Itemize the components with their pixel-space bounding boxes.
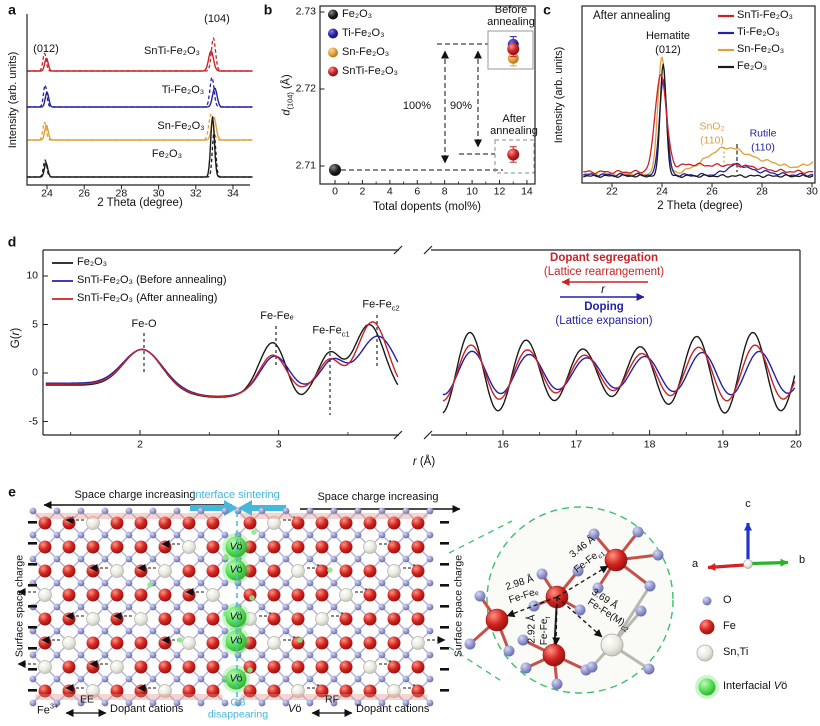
oxygen-vacancy-site: [225, 536, 247, 558]
dopant-atom: [267, 636, 281, 650]
surface-charge-minus: [440, 647, 449, 650]
dopant-atom: [363, 540, 377, 554]
surface-charge-minus: [28, 689, 37, 692]
bond-distance-arrow: [556, 596, 603, 638]
panel-e-schematic: [17, 500, 789, 717]
surface-charge-minus: [28, 563, 37, 566]
panel-b-dspacing-chart: [319, 5, 536, 185]
surface-charge-minus: [28, 584, 37, 587]
surface-charge-minus: [28, 647, 37, 650]
surface-charge-minus: [440, 584, 449, 587]
dopant-atom: [291, 564, 305, 578]
surface-charge-minus: [28, 626, 37, 629]
dopant-atom: [86, 516, 100, 530]
dopant-atom: [110, 564, 124, 578]
oxygen-vacancy-site: [225, 668, 247, 690]
dopant-atom: [158, 684, 172, 698]
oxygen-vacancy-site: [225, 630, 247, 652]
b-point-4: [507, 148, 520, 161]
surface-charge-minus: [440, 563, 449, 566]
surface-charge-minus: [28, 521, 37, 524]
lattice-left-grain: [17, 507, 229, 707]
dopant-atom: [86, 684, 100, 698]
b-point-3: [507, 42, 520, 55]
dopant-atom: [38, 660, 52, 674]
bond-distance-arrow: [552, 596, 561, 646]
dopant-atom: [38, 588, 52, 602]
dopant-atom: [134, 612, 148, 626]
oxygen-vacancy-site: [225, 559, 247, 581]
dopant-atom: [339, 588, 353, 602]
panel-a-xrd-chart: [26, 14, 253, 190]
dopant-atom: [110, 660, 124, 674]
dopant-atom: [62, 636, 76, 650]
dopant-atom: [315, 612, 329, 626]
dopant-atom: [182, 540, 196, 554]
surface-charge-minus: [28, 668, 37, 671]
bond-distance-arrow: [556, 565, 609, 598]
dopant-atom: [158, 564, 172, 578]
b-point-2: [507, 52, 519, 64]
dopant-atom: [206, 588, 220, 602]
dopant-atom: [411, 636, 425, 650]
surface-charge-minus: [440, 521, 449, 524]
lattice-right-grain: [234, 507, 446, 707]
oxygen-vacancy-site: [225, 606, 247, 628]
dopant-atom: [387, 684, 401, 698]
surface-charge-minus: [440, 605, 449, 608]
panel-d-pdf-chart: [42, 245, 801, 440]
b-point-0: [329, 163, 341, 176]
surface-charge-minus: [28, 605, 37, 608]
dopant-atom: [387, 564, 401, 578]
surface-charge-minus: [440, 689, 449, 692]
dopant-atom: [291, 684, 305, 698]
panel-c-annealed-xrd-chart: [581, 5, 816, 188]
surface-charge-minus: [28, 542, 37, 545]
dopant-atom: [86, 612, 100, 626]
dopant-atom: [363, 660, 377, 674]
local-structure-molecule: [464, 526, 664, 690]
surface-charge-minus: [440, 626, 449, 629]
dopant-atom: [267, 516, 281, 530]
surface-charge-minus: [440, 668, 449, 671]
dopant-atom: [182, 636, 196, 650]
bond-distance-arrow: [506, 596, 558, 618]
surface-charge-minus: [440, 542, 449, 545]
